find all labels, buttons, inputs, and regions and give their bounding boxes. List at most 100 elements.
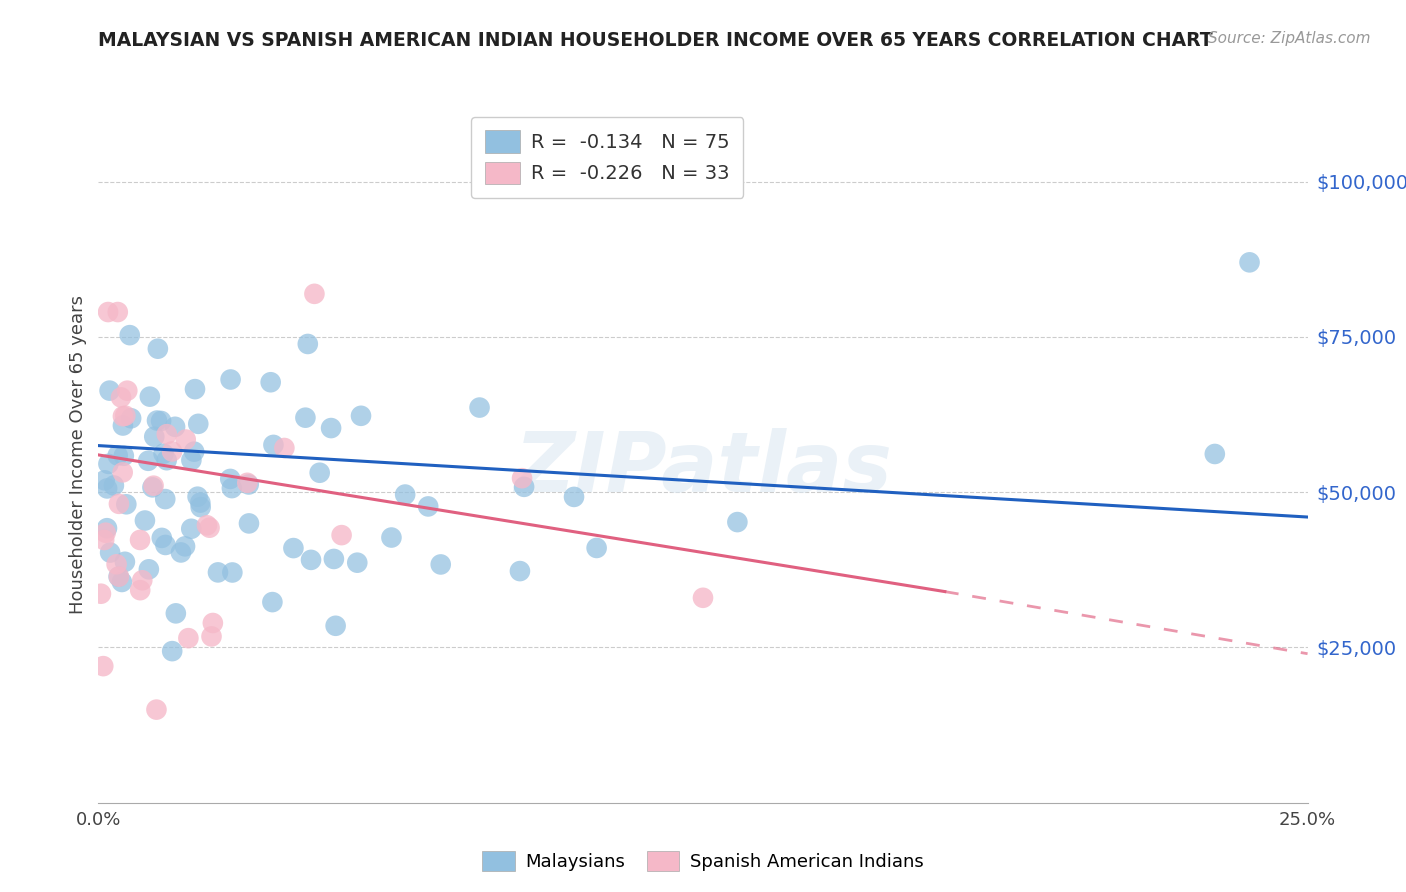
Point [96,482,118,496]
Point [160,644,183,658]
Point [585,541,607,555]
Point [165,419,187,434]
Point [139,390,162,404]
Point [294,410,316,425]
Point [510,471,533,485]
Point [236,475,259,490]
Point [297,337,319,351]
Point [299,553,322,567]
Point [93,473,115,487]
Point [115,497,138,511]
Point [129,583,152,598]
Point [308,466,330,480]
Point [91,659,114,673]
Point [111,466,134,480]
Point [129,533,152,547]
Text: Source: ZipAtlas.com: Source: ZipAtlas.com [1208,31,1371,46]
Y-axis label: Householder Income Over 65 years: Householder Income Over 65 years [69,295,87,615]
Point [219,372,242,386]
Point [156,453,179,467]
Point [150,414,173,428]
Point [177,631,200,645]
Point [165,607,187,621]
Point [221,566,243,580]
Point [184,382,207,396]
Point [98,384,121,398]
Point [145,703,167,717]
Point [97,305,120,319]
Point [134,514,156,528]
Point [94,525,117,540]
Point [330,528,353,542]
Point [141,480,163,494]
Point [692,591,714,605]
Text: ZIPatlas: ZIPatlas [515,428,891,509]
Point [174,433,197,447]
Point [562,490,585,504]
Point [1239,255,1261,269]
Point [201,615,224,630]
Point [93,533,115,547]
Point [238,477,260,491]
Point [96,521,118,535]
Point [207,566,229,580]
Point [111,574,134,589]
Point [155,538,177,552]
Point [325,619,347,633]
Point [105,558,128,572]
Point [108,570,131,584]
Point [146,342,169,356]
Point [468,401,491,415]
Point [155,491,177,506]
Point [138,562,160,576]
Point [108,497,131,511]
Point [114,409,136,423]
Point [260,376,283,390]
Point [190,500,212,515]
Point [513,480,536,494]
Point [180,522,202,536]
Point [200,629,222,643]
Point [322,552,344,566]
Point [98,545,121,559]
Point [273,441,295,455]
Point [187,490,209,504]
Point [136,454,159,468]
Point [509,564,531,578]
Point [429,558,451,572]
Point [112,449,135,463]
Point [238,516,260,531]
Point [118,328,141,343]
Point [183,444,205,458]
Point [90,587,112,601]
Point [188,495,211,509]
Point [304,286,326,301]
Point [111,418,134,433]
Point [394,487,416,501]
Point [107,449,129,463]
Point [107,569,129,583]
Point [120,411,142,425]
Point [156,427,179,442]
Point [114,555,136,569]
Point [170,545,193,559]
Point [198,521,221,535]
Point [283,541,305,555]
Point [146,413,169,427]
Point [187,417,209,431]
Legend: R =  -0.134   N = 75, R =  -0.226   N = 33: R = -0.134 N = 75, R = -0.226 N = 33 [471,117,744,198]
Point [380,531,402,545]
Point [111,409,134,424]
Point [418,500,440,514]
Point [97,457,120,471]
Legend: Malaysians, Spanish American Indians: Malaysians, Spanish American Indians [475,844,931,879]
Point [110,391,132,405]
Point [180,453,202,467]
Point [219,472,242,486]
Point [142,478,165,492]
Point [346,556,368,570]
Text: MALAYSIAN VS SPANISH AMERICAN INDIAN HOUSEHOLDER INCOME OVER 65 YEARS CORRELATIO: MALAYSIAN VS SPANISH AMERICAN INDIAN HOU… [98,31,1213,50]
Point [262,438,284,452]
Point [319,421,342,435]
Point [725,515,748,529]
